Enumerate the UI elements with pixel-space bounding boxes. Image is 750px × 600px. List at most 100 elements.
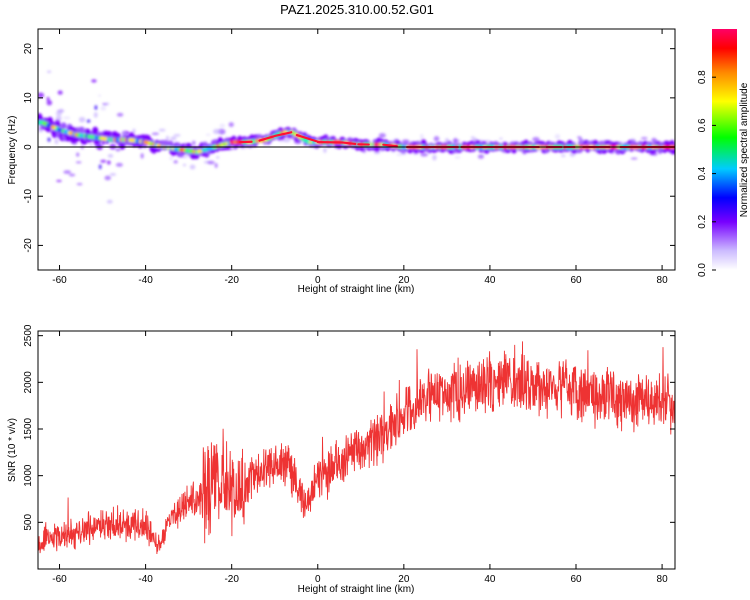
spectrogram-noise-blob (75, 161, 82, 164)
spectrogram-noise-blob (228, 122, 234, 128)
spectrogram-noise-blob (55, 111, 62, 116)
snr-y-axis-label: SNR (10 * v/v) (7, 418, 18, 482)
spectrogram-noise-blob (76, 152, 80, 157)
spectrogram-noise-blob (78, 116, 86, 123)
x-tick-label: 40 (484, 574, 496, 585)
spectrogram-noise-blob (151, 132, 160, 136)
spectrogram-noise-blob (560, 154, 566, 158)
spectrogram-noise-blob (173, 160, 178, 164)
x-tick-label: 80 (657, 275, 669, 286)
snr-y-ticks: 500 1000 1500 2000 2500 (23, 324, 675, 531)
spectrogram-x-ticks: -60 -40 -20 0 20 40 60 80 (52, 29, 668, 286)
spectrogram-noise-blob (212, 128, 221, 135)
colorbar-tick-label: 0.0 (697, 263, 708, 277)
spectrogram-noise-blob (532, 136, 540, 142)
colorbar-ticks: 0.0 0.2 0.4 0.6 0.8 (697, 70, 716, 277)
spectrogram-noise-blob (173, 134, 181, 137)
y-tick-label: 10 (23, 92, 34, 104)
spectrogram-noise-blob (132, 128, 136, 134)
ridge-peak-segment (341, 141, 357, 146)
y-tick-label: 2000 (23, 371, 34, 394)
ridge-halo (65, 134, 72, 142)
spectrogram-noise-blob (38, 92, 45, 99)
spectrogram-noise-blob (100, 159, 107, 163)
spectrogram-noise-blob (115, 148, 121, 152)
ridge-peak-segment (273, 131, 293, 138)
spectrogram-noise-blob (169, 156, 173, 161)
spectrogram-noise-blob (191, 140, 196, 146)
spectrogram-noise-blob (630, 157, 638, 160)
x-tick-label: 40 (484, 275, 496, 286)
spectrogram-noise-blob (283, 137, 291, 143)
colorbar: 0.0 0.2 0.4 0.6 0.8 Normalized spectral ampl… (697, 29, 750, 277)
spectrogram-noise-blob (554, 133, 561, 140)
x-tick-label: -60 (52, 574, 67, 585)
spectrogram-noise-blob (107, 153, 114, 158)
x-tick-label: -60 (52, 275, 67, 286)
spectrogram-y-axis-label: Frequency (Hz) (7, 116, 18, 185)
x-tick-label: -20 (224, 275, 239, 286)
spectrogram-noise-blob (89, 143, 93, 147)
spectrogram-noise-blob (214, 162, 218, 169)
snr-x-axis-label: Height of straight line (km) (298, 584, 415, 595)
spectrogram-noise-blob (63, 116, 71, 120)
spectrogram-noise-blob (47, 137, 51, 142)
spectrogram-noise-blob (453, 137, 458, 144)
spectrogram-noise-blob (63, 170, 72, 174)
spectrogram-noise-blob (182, 155, 188, 158)
spectrogram-frame (37, 28, 676, 271)
spectrogram-noise-blob (107, 160, 111, 165)
spectrogram-noise-blob (499, 137, 503, 140)
ridge-peak-segment (295, 134, 321, 144)
spectrogram-noise-blob (419, 133, 424, 140)
spectrogram-noise-blob (115, 162, 123, 167)
spectrogram-noise-blob (165, 135, 170, 141)
snr-x-ticks: -60 -40 -20 0 20 40 60 80 (52, 331, 668, 585)
spectrogram-noise-blob (170, 136, 177, 141)
spectrogram-noise-blob (104, 175, 111, 181)
snr-frame (37, 330, 676, 570)
colorbar-tick-label: 0.8 (697, 70, 708, 84)
ridge-peak-segment (258, 135, 275, 142)
colorbar-tick-label: 0.6 (697, 118, 708, 132)
chart-title: PAZ1.2025.310.00.52.G01 (280, 2, 434, 17)
colorbar-tick-label: 0.4 (697, 166, 708, 180)
ridge-halo (78, 126, 85, 135)
x-tick-label: -40 (138, 275, 153, 286)
x-tick-label: 0 (315, 574, 321, 585)
spectrogram-noise-blob (46, 99, 53, 106)
x-tick-label: 60 (570, 275, 582, 286)
y-tick-label: 20 (23, 43, 34, 55)
ridge-halo (119, 141, 126, 150)
spectrogram-noise-blob (98, 164, 102, 170)
spectrogram-noise-blob (378, 133, 386, 138)
spectrogram-noise-blob (86, 119, 91, 123)
ridge-peak-segment (382, 143, 398, 148)
spectrogram-noise-blob (373, 150, 381, 155)
x-tick-label: -20 (224, 574, 239, 585)
x-tick-label: -40 (138, 574, 153, 585)
snr-panel: -60 -40 -20 0 20 40 60 80 500 1000 1500 2000 2500 H… (7, 324, 676, 595)
x-tick-label: 0 (315, 275, 321, 286)
spectrogram-noise-blob (104, 102, 110, 106)
spectrogram-noise-blob (158, 128, 166, 132)
spectrogram-panel: -60 -40 -20 0 20 40 60 80 -20 -10 0 10 20 Height of… (7, 28, 676, 295)
spectrogram-noise-blob (219, 123, 226, 128)
spectrogram-noise-blob (46, 70, 52, 74)
ridge-halo (92, 126, 99, 136)
spectrogram-y-ticks: -20 -10 0 10 20 (23, 43, 675, 253)
colorbar-tick-label: 0.2 (697, 214, 708, 228)
spectrogram-noise-blob (433, 136, 440, 142)
x-tick-label: 20 (398, 275, 410, 286)
spectrogram-noise-blob (68, 173, 76, 177)
y-tick-label: 1000 (23, 464, 34, 487)
spectrogram-noise-blob (100, 106, 107, 111)
spectrogram-noise-blob (470, 136, 475, 139)
spectrogram-noise-blob (76, 182, 83, 186)
y-tick-label: 2500 (23, 324, 34, 347)
x-tick-label: 20 (398, 574, 410, 585)
spectrogram-noise-blob (569, 152, 576, 157)
spectrogram-noise-blob (94, 105, 98, 111)
ridge-halo (60, 122, 67, 130)
y-tick-label: -20 (23, 238, 34, 253)
